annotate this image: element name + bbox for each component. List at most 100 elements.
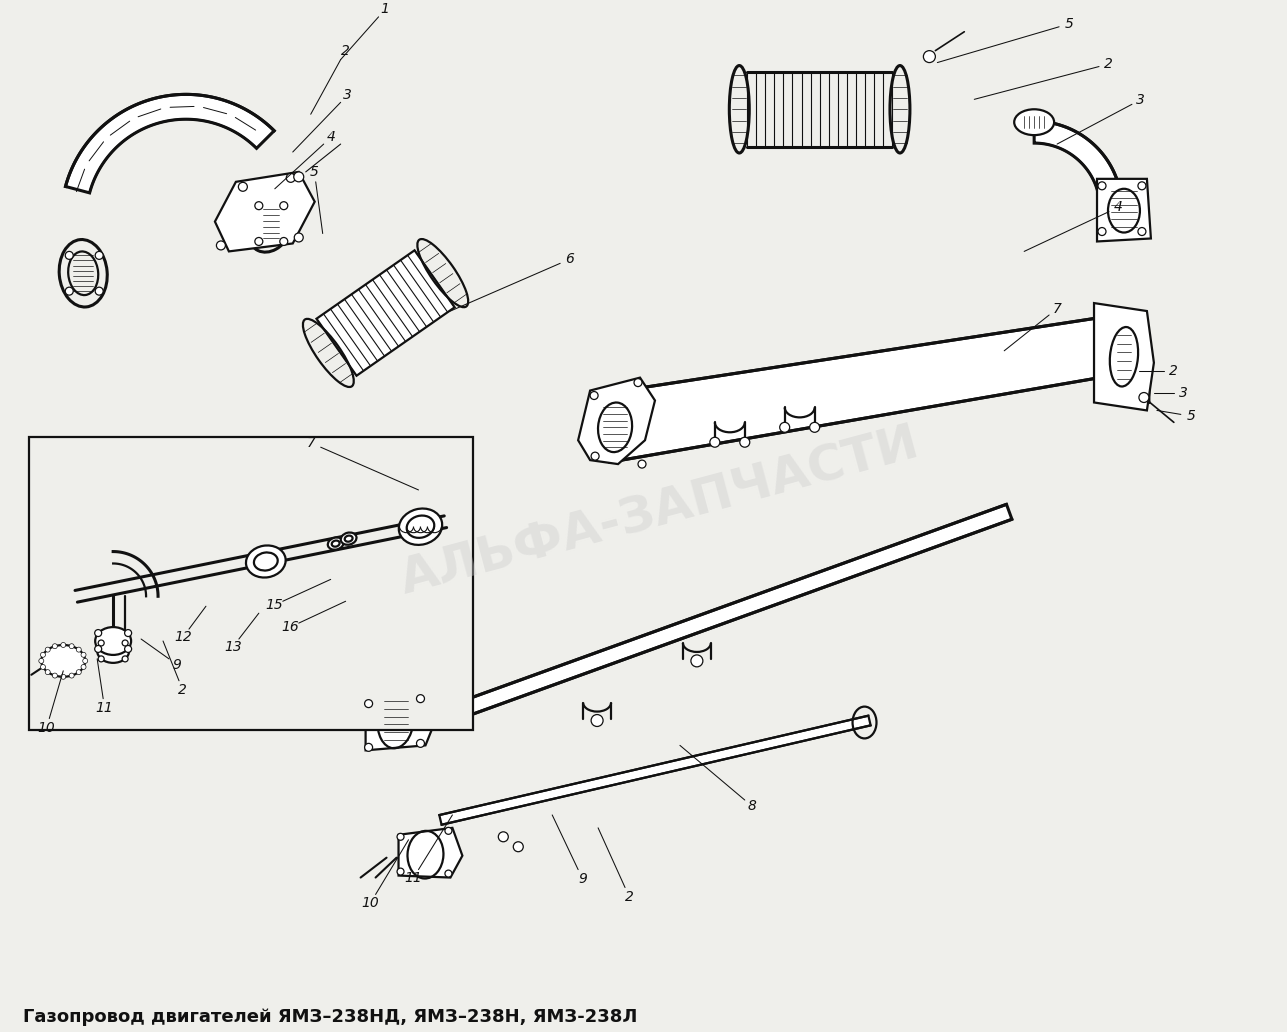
Circle shape	[279, 237, 288, 246]
Circle shape	[417, 695, 425, 703]
Text: 10: 10	[37, 721, 55, 735]
Circle shape	[95, 630, 102, 637]
Circle shape	[445, 828, 452, 834]
Circle shape	[95, 287, 103, 295]
Circle shape	[76, 647, 81, 652]
Circle shape	[122, 656, 129, 662]
Polygon shape	[443, 505, 1012, 723]
Text: 2: 2	[341, 43, 350, 58]
Ellipse shape	[328, 538, 344, 550]
Ellipse shape	[1014, 109, 1054, 135]
Polygon shape	[399, 828, 462, 877]
Circle shape	[638, 460, 646, 469]
Ellipse shape	[95, 627, 131, 655]
Circle shape	[45, 670, 50, 675]
Circle shape	[591, 714, 604, 727]
Ellipse shape	[41, 645, 85, 677]
Text: Газопровод двигателей ЯМЗ–238НД, ЯМЗ–238Н, ЯМЗ-238Л: Газопровод двигателей ЯМЗ–238НД, ЯМЗ–238…	[23, 1007, 638, 1026]
Circle shape	[364, 743, 372, 751]
Text: 12: 12	[174, 631, 192, 644]
Circle shape	[514, 842, 524, 851]
Circle shape	[710, 438, 719, 447]
Circle shape	[1138, 182, 1145, 190]
Text: 2: 2	[179, 683, 187, 697]
Ellipse shape	[98, 639, 129, 663]
Text: 6: 6	[565, 253, 574, 266]
Text: 3: 3	[1179, 386, 1188, 399]
Text: 5: 5	[310, 165, 319, 179]
Circle shape	[396, 833, 404, 840]
Text: 1: 1	[381, 2, 390, 17]
Text: 4: 4	[1113, 200, 1122, 215]
Text: 4: 4	[327, 130, 336, 144]
Circle shape	[53, 673, 58, 678]
Polygon shape	[578, 378, 655, 464]
Text: 7: 7	[1053, 301, 1062, 316]
Circle shape	[279, 201, 288, 209]
Polygon shape	[366, 696, 435, 750]
Circle shape	[591, 452, 598, 460]
Polygon shape	[439, 715, 870, 825]
Text: 16: 16	[281, 620, 299, 635]
Text: 10: 10	[362, 896, 380, 910]
Circle shape	[295, 233, 304, 241]
Polygon shape	[317, 251, 454, 376]
Circle shape	[691, 655, 703, 667]
Text: 5: 5	[1064, 17, 1073, 31]
Circle shape	[69, 673, 75, 678]
Circle shape	[634, 379, 642, 387]
Circle shape	[76, 670, 81, 675]
Circle shape	[125, 630, 131, 637]
Circle shape	[1138, 227, 1145, 235]
Circle shape	[1139, 392, 1149, 402]
Text: 3: 3	[344, 88, 353, 102]
Circle shape	[95, 645, 102, 652]
Circle shape	[923, 51, 936, 63]
Circle shape	[293, 172, 304, 182]
Circle shape	[125, 645, 131, 652]
Text: 13: 13	[224, 640, 242, 654]
Circle shape	[591, 391, 598, 399]
Circle shape	[95, 252, 103, 259]
Circle shape	[286, 173, 295, 183]
Polygon shape	[66, 94, 274, 193]
Circle shape	[498, 832, 508, 842]
Ellipse shape	[246, 546, 286, 578]
Circle shape	[1098, 227, 1106, 235]
Text: 9: 9	[172, 657, 181, 672]
Circle shape	[40, 652, 45, 657]
Text: 5: 5	[1187, 409, 1196, 423]
Circle shape	[780, 422, 790, 432]
Text: 11: 11	[404, 871, 422, 885]
Circle shape	[66, 252, 73, 259]
Polygon shape	[1035, 121, 1122, 208]
Circle shape	[740, 438, 750, 447]
Text: 9: 9	[578, 872, 587, 885]
Text: 2: 2	[624, 890, 633, 904]
Circle shape	[98, 640, 104, 646]
Circle shape	[45, 647, 50, 652]
Text: 8: 8	[748, 800, 757, 813]
Circle shape	[417, 739, 425, 747]
Circle shape	[81, 652, 86, 657]
Text: 7: 7	[308, 437, 317, 450]
Circle shape	[69, 644, 75, 649]
Circle shape	[810, 422, 820, 432]
Ellipse shape	[399, 509, 443, 545]
Circle shape	[364, 700, 372, 708]
Circle shape	[66, 287, 73, 295]
Text: 15: 15	[265, 599, 283, 612]
Polygon shape	[215, 172, 315, 252]
Circle shape	[445, 870, 452, 877]
Circle shape	[238, 183, 247, 191]
Circle shape	[122, 640, 129, 646]
Circle shape	[60, 674, 66, 679]
Circle shape	[60, 643, 66, 647]
Circle shape	[53, 644, 58, 649]
Circle shape	[81, 665, 86, 670]
Text: 11: 11	[95, 702, 113, 715]
Text: 3: 3	[1136, 93, 1145, 106]
Text: 2: 2	[1170, 363, 1179, 378]
Polygon shape	[1097, 179, 1151, 241]
Bar	[30, 438, 474, 731]
